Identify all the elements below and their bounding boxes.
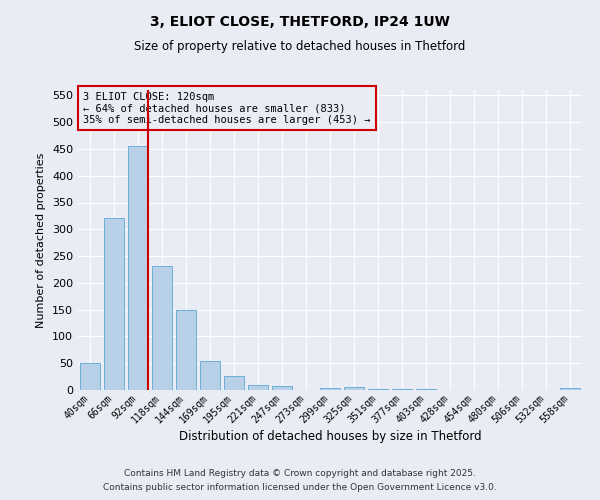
Bar	[248, 384, 268, 390]
Bar	[104, 218, 124, 390]
Bar	[200, 360, 220, 390]
Bar	[128, 146, 148, 390]
Text: Size of property relative to detached houses in Thetford: Size of property relative to detached ho…	[134, 40, 466, 53]
Bar	[176, 310, 196, 390]
Bar	[224, 376, 244, 390]
Bar	[320, 388, 340, 390]
Text: Contains public sector information licensed under the Open Government Licence v3: Contains public sector information licen…	[103, 484, 497, 492]
Bar	[560, 388, 580, 390]
Text: 3 ELIOT CLOSE: 120sqm
← 64% of detached houses are smaller (833)
35% of semi-det: 3 ELIOT CLOSE: 120sqm ← 64% of detached …	[83, 92, 371, 124]
Bar	[344, 388, 364, 390]
Y-axis label: Number of detached properties: Number of detached properties	[37, 152, 46, 328]
Text: Contains HM Land Registry data © Crown copyright and database right 2025.: Contains HM Land Registry data © Crown c…	[124, 468, 476, 477]
Text: 3, ELIOT CLOSE, THETFORD, IP24 1UW: 3, ELIOT CLOSE, THETFORD, IP24 1UW	[150, 15, 450, 29]
Bar	[152, 266, 172, 390]
Bar	[80, 363, 100, 390]
X-axis label: Distribution of detached houses by size in Thetford: Distribution of detached houses by size …	[179, 430, 481, 444]
Bar	[272, 386, 292, 390]
